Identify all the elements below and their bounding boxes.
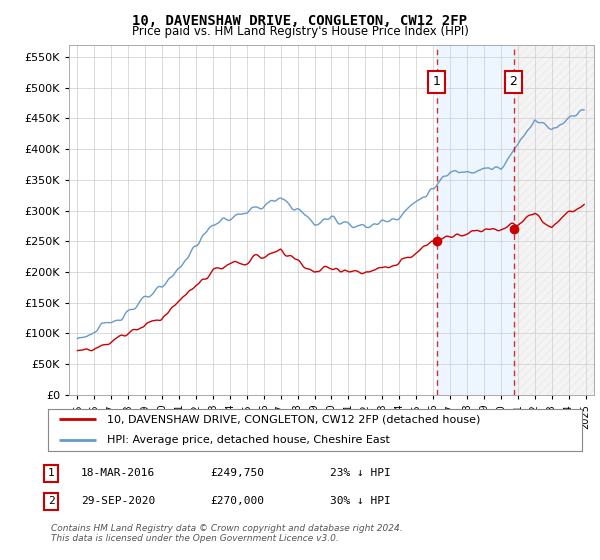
Text: 18-MAR-2016: 18-MAR-2016 — [81, 468, 155, 478]
Text: 29-SEP-2020: 29-SEP-2020 — [81, 496, 155, 506]
Text: 2: 2 — [47, 496, 55, 506]
Bar — [437, 45, 514, 395]
Bar — [514, 45, 594, 395]
Text: 1: 1 — [47, 468, 55, 478]
Text: 30% ↓ HPI: 30% ↓ HPI — [330, 496, 391, 506]
Text: 10, DAVENSHAW DRIVE, CONGLETON, CW12 2FP: 10, DAVENSHAW DRIVE, CONGLETON, CW12 2FP — [133, 14, 467, 28]
Text: Price paid vs. HM Land Registry's House Price Index (HPI): Price paid vs. HM Land Registry's House … — [131, 25, 469, 38]
Text: £270,000: £270,000 — [210, 496, 264, 506]
Text: Contains HM Land Registry data © Crown copyright and database right 2024.
This d: Contains HM Land Registry data © Crown c… — [51, 524, 403, 543]
Text: 10, DAVENSHAW DRIVE, CONGLETON, CW12 2FP (detached house): 10, DAVENSHAW DRIVE, CONGLETON, CW12 2FP… — [107, 414, 480, 424]
Text: 1: 1 — [433, 75, 440, 88]
Text: HPI: Average price, detached house, Cheshire East: HPI: Average price, detached house, Ches… — [107, 435, 389, 445]
Text: 2: 2 — [509, 75, 517, 88]
Text: 23% ↓ HPI: 23% ↓ HPI — [330, 468, 391, 478]
Text: £249,750: £249,750 — [210, 468, 264, 478]
